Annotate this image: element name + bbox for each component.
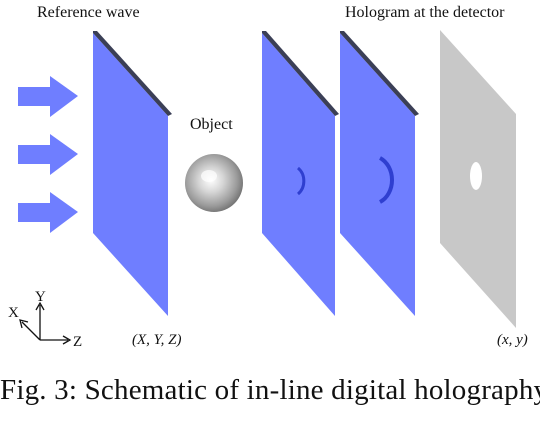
reference-wave-label: Reference wave (37, 4, 140, 21)
detector-coords: (x, y) (497, 332, 528, 348)
hologram-fringes (440, 30, 516, 328)
axis-x-label: X (8, 305, 19, 321)
hologram-label: Hologram at the detector (345, 4, 505, 21)
reference-plane (93, 31, 172, 316)
figure-caption: Fig. 3: Schematic of in-line digital hol… (0, 374, 540, 406)
sphere-icon (185, 154, 243, 212)
hologram-center (470, 162, 482, 190)
diffraction-arc (378, 156, 395, 204)
diffraction-arc (296, 166, 306, 196)
axis-triad (19, 301, 72, 345)
axis-z-label: Z (73, 334, 82, 350)
propagation-plane-1 (262, 31, 339, 316)
right-arrow-icon (18, 134, 78, 175)
object-plane-coords: (X, Y, Z) (132, 332, 181, 348)
axis-y-label: Y (35, 289, 46, 305)
object-label: Object (190, 116, 233, 133)
right-arrow-icon (18, 76, 78, 117)
propagation-plane-2 (340, 31, 419, 316)
right-arrow-icon (18, 192, 78, 233)
reference-wave-arrows (18, 76, 78, 233)
